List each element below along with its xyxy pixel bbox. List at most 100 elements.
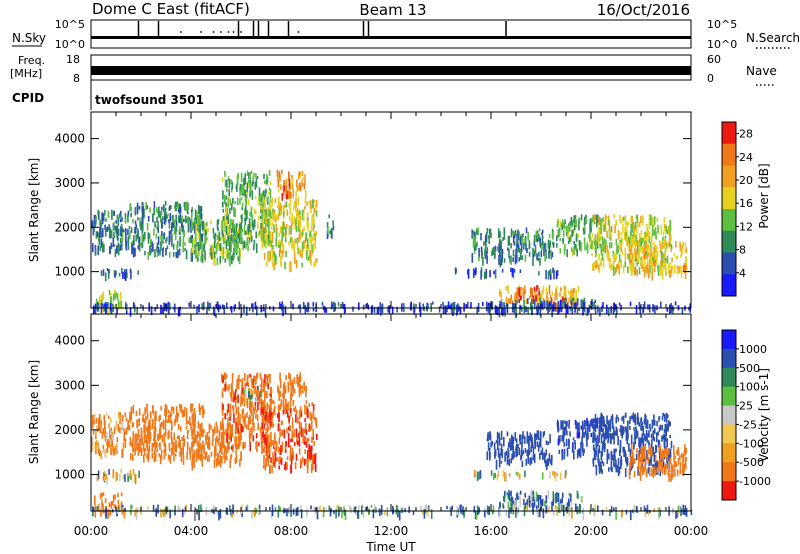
- velocity-cell: [252, 418, 254, 426]
- power-cell: [116, 227, 118, 235]
- velocity-cell: [649, 448, 652, 457]
- power-cell: [237, 226, 240, 234]
- power-cell: [132, 247, 135, 253]
- velocity-cell: [598, 462, 601, 472]
- power-cell: [153, 228, 155, 236]
- velocity-cell: [528, 495, 531, 503]
- power-cell: [646, 223, 648, 234]
- power-cell: [113, 234, 115, 239]
- power-cell: [244, 217, 246, 222]
- power-cell: [286, 190, 288, 200]
- velocity-cell: [646, 450, 649, 455]
- power-cell: [672, 307, 675, 311]
- power-cell: [535, 233, 538, 242]
- power-cell: [137, 245, 140, 250]
- velocity-cell: [94, 506, 97, 512]
- velocity-cell: [328, 505, 331, 511]
- power-cell: [96, 231, 98, 238]
- velocity-cell: [198, 504, 200, 512]
- velocity-cell: [597, 448, 600, 454]
- velocity-cell: [680, 508, 682, 516]
- power-cell: [177, 250, 179, 258]
- power-cell: [296, 237, 299, 245]
- power-cell: [574, 243, 576, 249]
- velocity-cell: [658, 507, 661, 518]
- power-cell: [606, 216, 608, 220]
- velocity-cell: [661, 449, 664, 454]
- power-cell: [182, 235, 185, 246]
- velocity-cell: [319, 505, 322, 512]
- velocity-cell: [609, 433, 612, 438]
- power-cell: [142, 234, 145, 242]
- power-cell: [269, 230, 272, 241]
- power-cell: [518, 231, 520, 236]
- power-cell: [165, 212, 167, 216]
- velocity-cell: [186, 429, 189, 440]
- velocity-cell: [124, 431, 127, 435]
- power-cell: [247, 224, 250, 234]
- velocity-cell: [559, 435, 561, 443]
- power-cell: [283, 204, 286, 209]
- velocity-cell: [99, 427, 102, 434]
- power-cell: [162, 247, 164, 257]
- velocity-cell: [549, 471, 551, 479]
- power-cell: [280, 205, 283, 215]
- power-cell: [110, 307, 113, 314]
- power-cell: [267, 238, 269, 246]
- velocity-cell: [604, 443, 606, 449]
- power-cell: [652, 249, 655, 257]
- velocity-cell: [94, 444, 97, 451]
- power-cell: [261, 229, 263, 238]
- power-cell: [295, 210, 298, 219]
- power-cell: [496, 307, 499, 316]
- velocity-cell: [613, 462, 616, 468]
- power-cell: [483, 271, 486, 280]
- power-cell: [236, 197, 239, 206]
- power-cell: [539, 257, 541, 266]
- velocity-cell: [132, 423, 135, 427]
- power-cell: [255, 210, 257, 215]
- power-cell: [255, 178, 258, 188]
- velocity-cell: [163, 454, 166, 460]
- power-cell: [240, 197, 243, 201]
- velocity-cell: [586, 439, 588, 447]
- velocity-cell: [538, 494, 540, 505]
- power-cell: [474, 234, 477, 239]
- power-cell: [603, 238, 605, 245]
- power-cell: [102, 213, 104, 221]
- power-cell: [569, 234, 572, 243]
- velocity-cell: [236, 384, 238, 390]
- power-cell: [623, 231, 626, 240]
- power-cell: [91, 224, 93, 229]
- power-cell: [628, 244, 631, 252]
- power-cell: [91, 220, 94, 226]
- velocity-cell: [134, 447, 136, 456]
- velocity-cell: [263, 399, 266, 408]
- velocity-cell: [529, 495, 532, 501]
- power-cell: [476, 241, 479, 247]
- power-cell: [237, 241, 239, 249]
- power-cell: [268, 250, 271, 256]
- power-cell: [506, 285, 509, 290]
- power-cell: [536, 253, 538, 261]
- velocity-cell: [241, 409, 244, 419]
- velocity-cell: [291, 447, 294, 456]
- velocity-cell: [264, 463, 267, 471]
- power-cell: [104, 224, 106, 230]
- velocity-cell: [189, 450, 192, 461]
- velocity-cell: [669, 434, 671, 439]
- velocity-cell: [557, 492, 560, 503]
- power-cell: [272, 215, 275, 221]
- velocity-cell: [285, 440, 288, 447]
- power-cell: [483, 241, 485, 246]
- power-cell: [99, 298, 101, 303]
- velocity-cell: [338, 506, 340, 513]
- power-cell: [562, 238, 564, 244]
- power-cell: [310, 240, 313, 248]
- velocity-cell: [511, 434, 513, 443]
- power-cell: [253, 208, 256, 214]
- velocity-cell: [113, 504, 116, 509]
- velocity-cell: [563, 442, 566, 446]
- velocity-cell: [534, 439, 536, 449]
